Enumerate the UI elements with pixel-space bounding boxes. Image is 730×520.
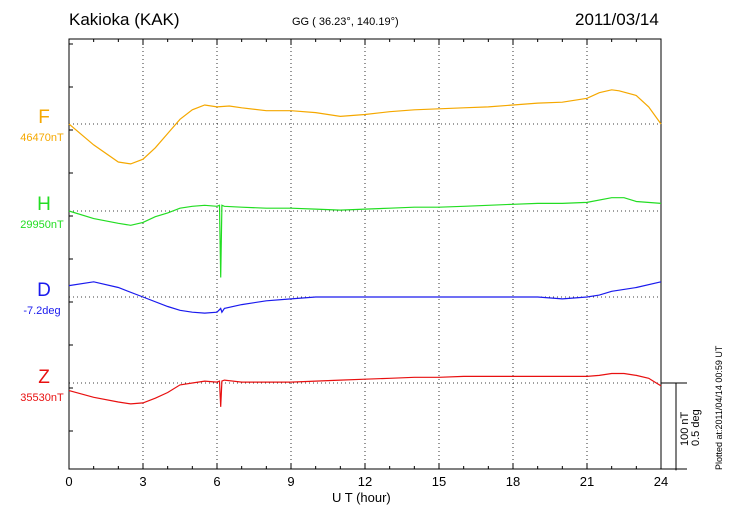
component-baseline-z: 35530nT bbox=[20, 392, 64, 404]
x-tick-label: 18 bbox=[505, 474, 521, 489]
geomagnetic-coords: GG ( 36.23°, 140.19°) bbox=[292, 16, 399, 28]
plotted-timestamp: Plotted at:2011/04/14 00:59 UT bbox=[714, 345, 724, 470]
component-baseline-d: -7.2deg bbox=[23, 305, 61, 317]
component-letter-h: H bbox=[37, 194, 51, 215]
series-line-f bbox=[68, 89, 662, 165]
component-letter-f: F bbox=[38, 107, 50, 128]
x-tick-label: 15 bbox=[431, 474, 447, 489]
component-letter-z: Z bbox=[38, 367, 50, 388]
x-tick-label: 9 bbox=[287, 474, 295, 489]
scale-bar-label: 100 nT 0.5 deg bbox=[679, 409, 702, 446]
x-tick-label: 3 bbox=[139, 474, 147, 489]
station-title: Kakioka (KAK) bbox=[69, 10, 180, 29]
plot-date: 2011/03/14 bbox=[575, 10, 659, 29]
component-baseline-h: 29950nT bbox=[20, 219, 64, 231]
series-line-d bbox=[68, 281, 662, 314]
x-axis-label: U T (hour) bbox=[332, 490, 391, 505]
x-tick-label: 0 bbox=[65, 474, 73, 489]
component-letter-d: D bbox=[37, 280, 51, 301]
series-line-z bbox=[68, 372, 662, 407]
x-tick-label: 12 bbox=[357, 474, 373, 489]
x-tick-label: 21 bbox=[579, 474, 595, 489]
component-baseline-f: 46470nT bbox=[20, 132, 64, 144]
x-tick-label: 6 bbox=[213, 474, 221, 489]
x-tick-label: 24 bbox=[653, 474, 669, 489]
series-line-h bbox=[68, 197, 662, 278]
